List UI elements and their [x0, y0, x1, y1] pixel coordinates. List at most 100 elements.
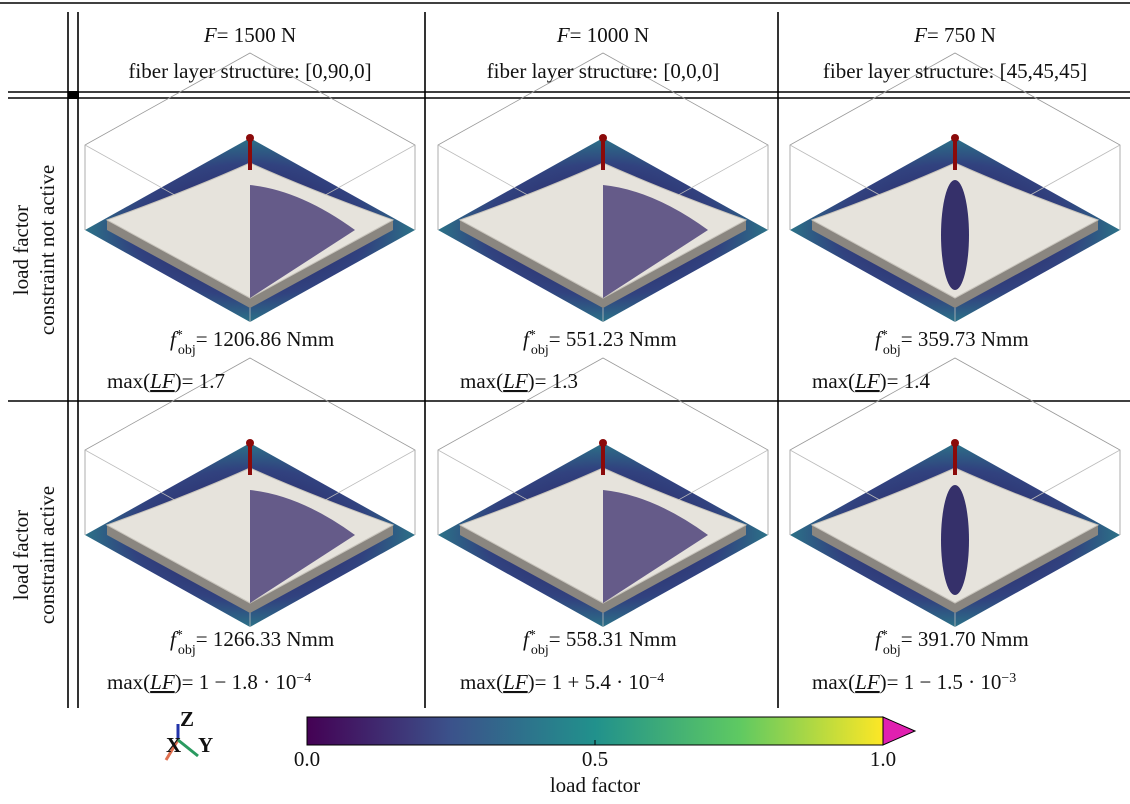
objective: f*obj= 1266.33 Nmm — [170, 627, 334, 658]
text-part: max( — [107, 369, 150, 393]
text-part: = 1.7 — [182, 369, 225, 393]
text-part: −4 — [649, 671, 664, 686]
text-part: = 1 + 5.4 · 10 — [535, 670, 650, 694]
text-part: * — [176, 328, 183, 343]
text-part: * — [529, 328, 536, 343]
column-layers: fiber layer structure: [45,45,45] — [823, 59, 1087, 83]
column-force: F= 1000 N — [556, 23, 649, 47]
text-part: fiber layer structure: [0,0,0] — [487, 59, 720, 83]
row-label: constraint active — [35, 486, 59, 624]
text-part: LF — [149, 670, 175, 694]
text-part: LF — [502, 369, 528, 393]
text-part: obj — [178, 343, 196, 358]
column-force: F= 750 N — [913, 23, 996, 47]
text-part: max( — [812, 369, 855, 393]
text-part: −4 — [296, 671, 311, 686]
text-part: = 1.3 — [535, 369, 578, 393]
text-part: max( — [107, 670, 150, 694]
text-part: LF — [149, 369, 175, 393]
text-part: = 558.31 Nmm — [549, 627, 677, 651]
colorbar-tick-label: 0.5 — [582, 747, 608, 771]
text-part: F — [556, 23, 570, 47]
rod-tip — [599, 439, 607, 447]
rod-tip — [951, 439, 959, 447]
text-part: obj — [178, 643, 196, 658]
text-part: ) — [175, 670, 182, 694]
text-part: * — [881, 628, 888, 643]
text-part: ) — [175, 369, 182, 393]
max-load-factor: max(LF)= 1 − 1.5 · 10−3 — [812, 670, 1016, 694]
text-part: max( — [460, 670, 503, 694]
rod-tip — [246, 439, 254, 447]
rendering — [438, 53, 768, 322]
objective: f*obj= 1206.86 Nmm — [170, 327, 334, 358]
text-part: = 1206.86 Nmm — [196, 327, 334, 351]
text-part: −3 — [1001, 671, 1016, 686]
max-load-factor: max(LF)= 1.7 — [107, 369, 225, 393]
row-label: constraint not active — [35, 165, 59, 335]
text-part: * — [881, 328, 888, 343]
text-part: F — [203, 23, 217, 47]
rendering — [790, 358, 1120, 627]
text-part: F — [913, 23, 927, 47]
rendering — [85, 53, 415, 322]
text-part: * — [176, 628, 183, 643]
text-part: = 1 − 1.5 · 10 — [887, 670, 1002, 694]
max-load-factor: max(LF)= 1.4 — [812, 369, 931, 393]
objective: f*obj= 391.70 Nmm — [875, 627, 1029, 658]
text-part: = 359.73 Nmm — [901, 327, 1029, 351]
text-part: ) — [528, 369, 535, 393]
text-part: LF — [854, 670, 880, 694]
text-part: ) — [880, 670, 887, 694]
text-part: = 391.70 Nmm — [901, 627, 1029, 651]
text-part: = 750 N — [927, 23, 996, 47]
rod-tip — [599, 134, 607, 142]
axis-z: Z — [180, 707, 194, 731]
objective: f*obj= 551.23 Nmm — [523, 327, 677, 358]
colorbar: 0.0 0.5 1.0 load factor — [294, 717, 915, 797]
text-part: fiber layer structure: [45,45,45] — [823, 59, 1087, 83]
colorbar-label: load factor — [550, 773, 640, 797]
text-part: obj — [531, 343, 549, 358]
column-force: F= 1500 N — [203, 23, 296, 47]
text-part: * — [529, 628, 536, 643]
text-part: = 1 − 1.8 · 10 — [182, 670, 297, 694]
max-load-factor: max(LF)= 1.3 — [460, 369, 578, 393]
text-part: = 1000 N — [570, 23, 650, 47]
rod-tip — [951, 134, 959, 142]
max-load-factor: max(LF)= 1 − 1.8 · 10−4 — [107, 670, 311, 694]
objective: f*obj= 359.73 Nmm — [875, 327, 1029, 358]
text-part: obj — [883, 343, 901, 358]
text-part: = 551.23 Nmm — [549, 327, 677, 351]
rendering — [790, 53, 1120, 322]
text-part: obj — [883, 643, 901, 658]
rod-tip — [246, 134, 254, 142]
text-part: ) — [528, 670, 535, 694]
max-load-factor: max(LF)= 1 + 5.4 · 10−4 — [460, 670, 664, 694]
colorbar-tick-label: 1.0 — [870, 747, 896, 771]
hole — [941, 485, 969, 595]
figure: F= 1500 Nfiber layer structure: [0,90,0]… — [0, 0, 1130, 799]
text-part: ) — [880, 369, 887, 393]
text-part: = 1.4 — [887, 369, 931, 393]
text-part: obj — [531, 643, 549, 658]
column-layers: fiber layer structure: [0,0,0] — [487, 59, 720, 83]
rendering — [85, 358, 415, 627]
text-part: LF — [502, 670, 528, 694]
text-part: = 1266.33 Nmm — [196, 627, 334, 651]
hole — [941, 180, 969, 290]
text-part: = 1500 N — [217, 23, 297, 47]
column-layers: fiber layer structure: [0,90,0] — [128, 59, 371, 83]
text-part: max( — [460, 369, 503, 393]
colorbar-tick-label: 0.0 — [294, 747, 320, 771]
text-part: LF — [854, 369, 880, 393]
colorbar-extend — [883, 717, 915, 745]
text-part: fiber layer structure: [0,90,0] — [128, 59, 371, 83]
row-label: load factor — [9, 510, 33, 600]
objective: f*obj= 558.31 Nmm — [523, 627, 677, 658]
row-label: load factor — [9, 205, 33, 295]
axis-x: X — [166, 733, 181, 757]
axis-y: Y — [198, 733, 213, 757]
text-part: max( — [812, 670, 855, 694]
